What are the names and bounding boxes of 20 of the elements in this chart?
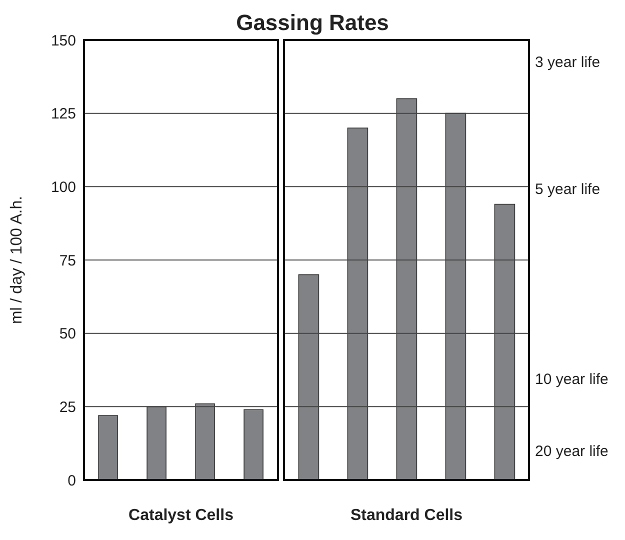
x-axis-title: Standard Cells (350, 507, 463, 524)
text: 3 year life (535, 54, 600, 72)
y-tick-label: 125 (50, 106, 76, 123)
y-tick-label: 25 (59, 398, 76, 416)
y-tick-label: 75 (59, 252, 76, 270)
y-axis-title: ml / day / 100 A.h. (8, 196, 26, 324)
y-tick-label: 150 (50, 32, 76, 50)
text: 20 year life (535, 443, 608, 461)
y-tick-label: 100 (50, 178, 76, 196)
bar (445, 112, 466, 480)
bar (396, 98, 418, 480)
bar (347, 128, 368, 480)
x-axis-title: Catalyst Cells (128, 507, 234, 524)
bar (298, 274, 320, 480)
y-tick-label: 0 (68, 472, 76, 490)
bar (494, 204, 516, 480)
text: 5 year life (535, 181, 600, 199)
text: 10 year life (535, 371, 608, 389)
chart-title: Gassing Rates (236, 10, 389, 35)
y-tick-label: 50 (59, 326, 76, 343)
